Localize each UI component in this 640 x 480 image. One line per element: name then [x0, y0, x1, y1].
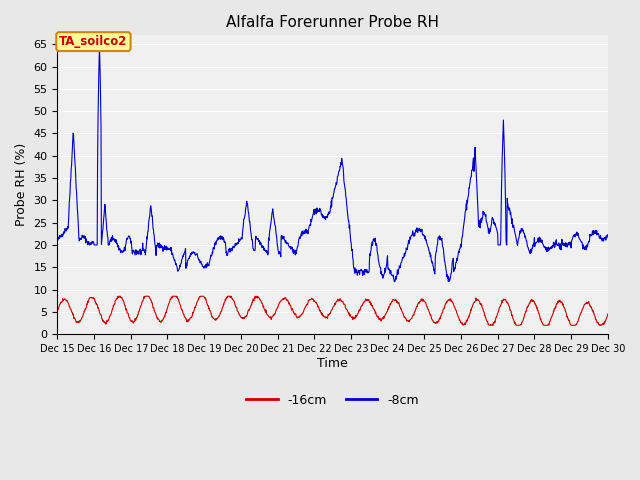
-8cm	[163, 244, 171, 250]
-8cm	[491, 220, 499, 226]
Line: -8cm: -8cm	[58, 44, 608, 282]
-16cm	[419, 297, 426, 303]
-8cm	[390, 279, 398, 285]
Text: TA_soilco2: TA_soilco2	[60, 35, 127, 48]
Line: -16cm: -16cm	[58, 296, 608, 325]
-16cm	[54, 308, 61, 313]
-8cm	[177, 264, 184, 270]
-16cm	[115, 293, 122, 299]
-16cm	[163, 307, 171, 312]
-16cm	[540, 322, 547, 328]
Y-axis label: Probe RH (%): Probe RH (%)	[15, 143, 28, 227]
Legend: -16cm, -8cm: -16cm, -8cm	[241, 389, 424, 411]
-8cm	[604, 232, 612, 238]
-8cm	[54, 237, 61, 243]
-8cm	[238, 236, 246, 242]
-16cm	[177, 302, 184, 308]
-8cm	[419, 232, 426, 238]
-16cm	[491, 318, 499, 324]
X-axis label: Time: Time	[317, 357, 348, 370]
Title: Alfalfa Forerunner Probe RH: Alfalfa Forerunner Probe RH	[226, 15, 439, 30]
-8cm	[540, 242, 547, 248]
-16cm	[238, 315, 246, 321]
-16cm	[604, 311, 612, 317]
-16cm	[460, 323, 467, 328]
-8cm	[95, 41, 103, 47]
